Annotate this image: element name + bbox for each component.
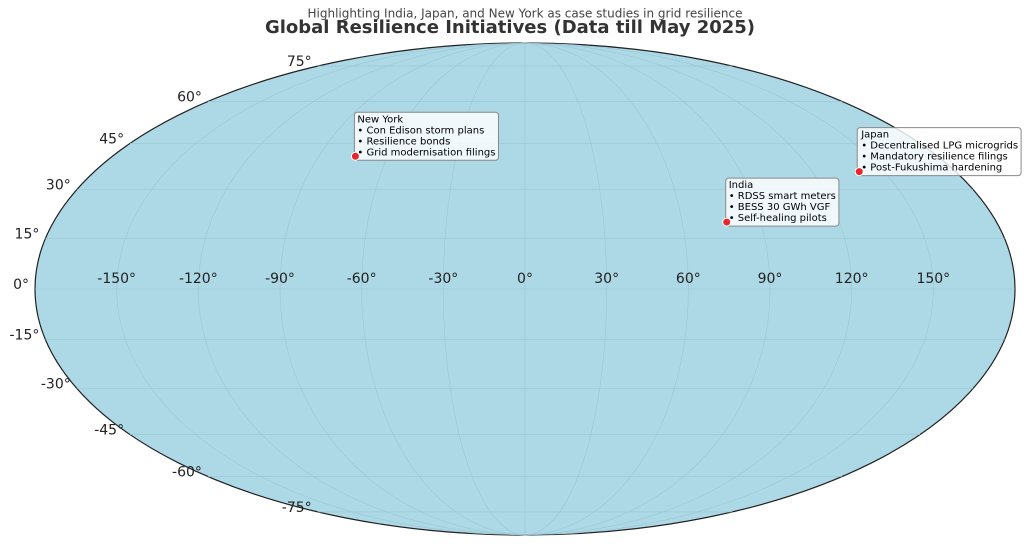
y-tick-label: 75°: [287, 54, 312, 70]
grid-line: [524, 42, 608, 536]
grid-line: [116, 42, 526, 536]
annotation-note: • Resilience bonds: [357, 136, 450, 147]
annotation-name: New York: [357, 114, 403, 125]
y-tick-label: -15°: [10, 327, 40, 343]
annotation-name: Japan: [860, 130, 889, 141]
annotation-box: [725, 177, 840, 227]
annotation-name: India: [729, 180, 754, 191]
annotation: Japan• Decentralised LPG microgrids• Man…: [856, 127, 1022, 177]
x-tick-label: -90°: [265, 271, 295, 287]
annotation-note: • Self-healing pilots: [729, 213, 827, 224]
grid-line: [524, 42, 934, 536]
annotation-note: • Decentralised LPG microgrids: [861, 141, 1018, 152]
grid-line: [524, 42, 771, 536]
chart-title: Global Resilience Initiatives (Data till…: [265, 17, 755, 38]
y-tick-label: -75°: [282, 500, 312, 516]
x-tick-label: 90°: [758, 271, 783, 287]
annotation-note: • Mandatory resilience filings: [861, 152, 1008, 163]
point: [350, 151, 360, 161]
x-tick-label: -30°: [428, 271, 458, 287]
annotation-box: [353, 111, 499, 161]
annotation-box: [856, 127, 1022, 177]
grid-line: [442, 42, 526, 536]
x-tick-label: 120°: [835, 271, 869, 287]
x-tick-label: 150°: [916, 271, 950, 287]
y-tick-label: 15°: [15, 227, 40, 243]
point: [854, 167, 864, 177]
annotation: India• RDSS smart meters• BESS 30 GWh VG…: [725, 177, 840, 227]
x-tick-label: 30°: [594, 271, 619, 287]
annotation-note: • Con Edison storm plans: [357, 125, 484, 136]
annotation: New York• Con Edison storm plans• Resili…: [353, 111, 499, 161]
point: [722, 217, 732, 227]
y-tick-label: 0°: [13, 277, 29, 293]
x-tick-label: -60°: [347, 271, 377, 287]
y-tick-label: 45°: [99, 131, 124, 147]
chart-subtitle: Highlighting India, Japan, and New York …: [307, 7, 742, 21]
grid-line: [279, 42, 526, 536]
annotation-note: • Post-Fukushima hardening: [861, 163, 1002, 174]
grid-line: [524, 42, 689, 536]
y-tick-label: 30°: [46, 178, 71, 194]
grid-line: [361, 42, 526, 536]
annotation-note: • RDSS smart meters: [729, 191, 836, 202]
x-tick-label: 0°: [517, 271, 533, 287]
annotation-note: • Grid modernisation filings: [357, 147, 495, 158]
x-tick-label: 60°: [676, 271, 701, 287]
y-tick-label: -30°: [41, 376, 71, 392]
y-tick-label: -60°: [172, 465, 202, 481]
grid-line: [524, 42, 853, 536]
x-tick-label: -150°: [97, 271, 136, 287]
y-tick-label: 60°: [177, 89, 202, 105]
x-tick-label: -120°: [179, 271, 218, 287]
grid-line: [197, 42, 526, 536]
annotation-note: • BESS 30 GWh VGF: [729, 202, 831, 213]
y-tick-label: -45°: [94, 423, 124, 439]
